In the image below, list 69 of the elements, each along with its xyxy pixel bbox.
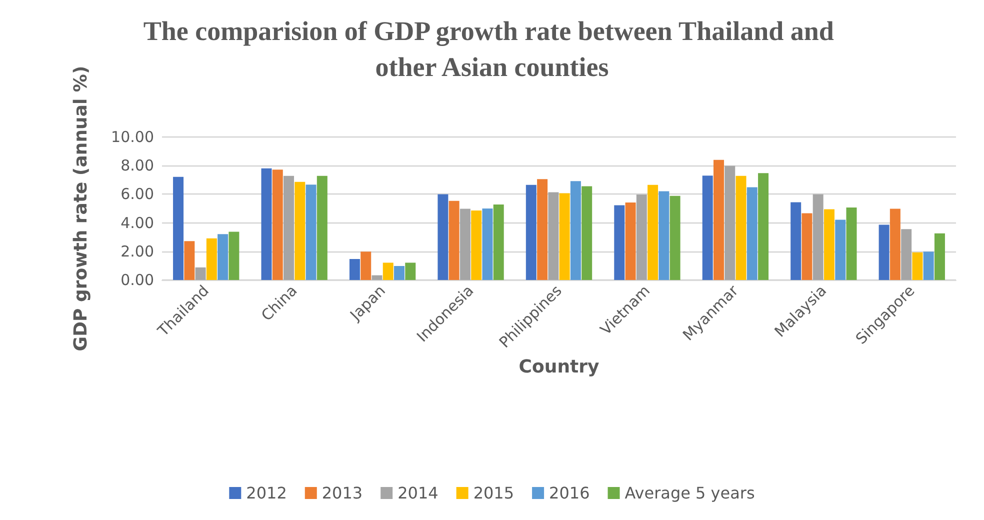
y-tick-label: 0.00 bbox=[120, 271, 154, 289]
bar bbox=[812, 194, 824, 280]
bar bbox=[382, 262, 394, 280]
bar bbox=[824, 209, 834, 280]
bar bbox=[306, 184, 316, 280]
bar bbox=[724, 166, 736, 280]
y-tick-label: 4.00 bbox=[120, 214, 154, 232]
bar bbox=[570, 181, 581, 280]
bar bbox=[272, 170, 283, 280]
y-tick-label: 10.00 bbox=[111, 128, 154, 146]
y-axis-title: GDP growth rate (annual %) bbox=[70, 66, 92, 352]
bar bbox=[582, 186, 592, 280]
bar bbox=[702, 176, 713, 280]
bar bbox=[218, 234, 228, 280]
bar bbox=[438, 194, 448, 280]
chart-title: The comparision of GDP growth rate between Thailand and other Asian counties bbox=[143, 16, 841, 82]
legend-label: Average 5 years bbox=[624, 484, 755, 502]
bar bbox=[294, 182, 306, 280]
legend-label: 2015 bbox=[473, 484, 514, 502]
bar bbox=[670, 196, 680, 280]
bar bbox=[372, 275, 382, 280]
bar bbox=[360, 252, 372, 280]
bar bbox=[394, 266, 405, 280]
bar bbox=[846, 208, 857, 280]
bar bbox=[526, 184, 536, 280]
bar bbox=[471, 210, 482, 280]
bar bbox=[890, 208, 900, 280]
bar bbox=[316, 176, 328, 280]
bar bbox=[548, 192, 559, 280]
bar bbox=[195, 267, 206, 280]
bar bbox=[802, 213, 812, 280]
bar bbox=[206, 238, 217, 280]
legend-label: 2013 bbox=[322, 484, 363, 502]
legend-label: 2012 bbox=[246, 484, 287, 502]
bar bbox=[658, 191, 670, 280]
bar bbox=[349, 258, 360, 280]
bar bbox=[878, 224, 890, 280]
bar bbox=[901, 229, 912, 280]
bar bbox=[736, 176, 746, 280]
bar bbox=[923, 252, 934, 280]
y-tick-label: 6.00 bbox=[120, 185, 154, 204]
bar bbox=[405, 262, 416, 280]
bar bbox=[934, 233, 945, 280]
bar bbox=[460, 208, 470, 280]
bar bbox=[746, 187, 758, 280]
x-axis-title: Country bbox=[518, 356, 600, 378]
bar bbox=[912, 252, 923, 280]
legend-label: 2016 bbox=[549, 484, 590, 502]
bar bbox=[636, 194, 647, 280]
bar bbox=[559, 193, 570, 280]
y-tick-label: 2.00 bbox=[120, 242, 154, 260]
bar bbox=[713, 160, 724, 280]
bar bbox=[228, 232, 240, 280]
bar bbox=[537, 179, 548, 280]
bar bbox=[173, 176, 184, 280]
bar bbox=[625, 202, 636, 280]
bar bbox=[448, 200, 460, 280]
bar bbox=[790, 202, 802, 280]
bar bbox=[493, 204, 504, 280]
bar bbox=[284, 176, 294, 280]
bar bbox=[261, 168, 272, 280]
bar bbox=[482, 208, 493, 280]
y-tick-label: 8.00 bbox=[120, 156, 154, 175]
bar bbox=[184, 241, 195, 280]
legend-label: 2014 bbox=[398, 484, 438, 502]
bar bbox=[648, 184, 658, 280]
bar bbox=[614, 205, 625, 280]
bar bbox=[835, 220, 846, 280]
bar bbox=[758, 173, 769, 280]
